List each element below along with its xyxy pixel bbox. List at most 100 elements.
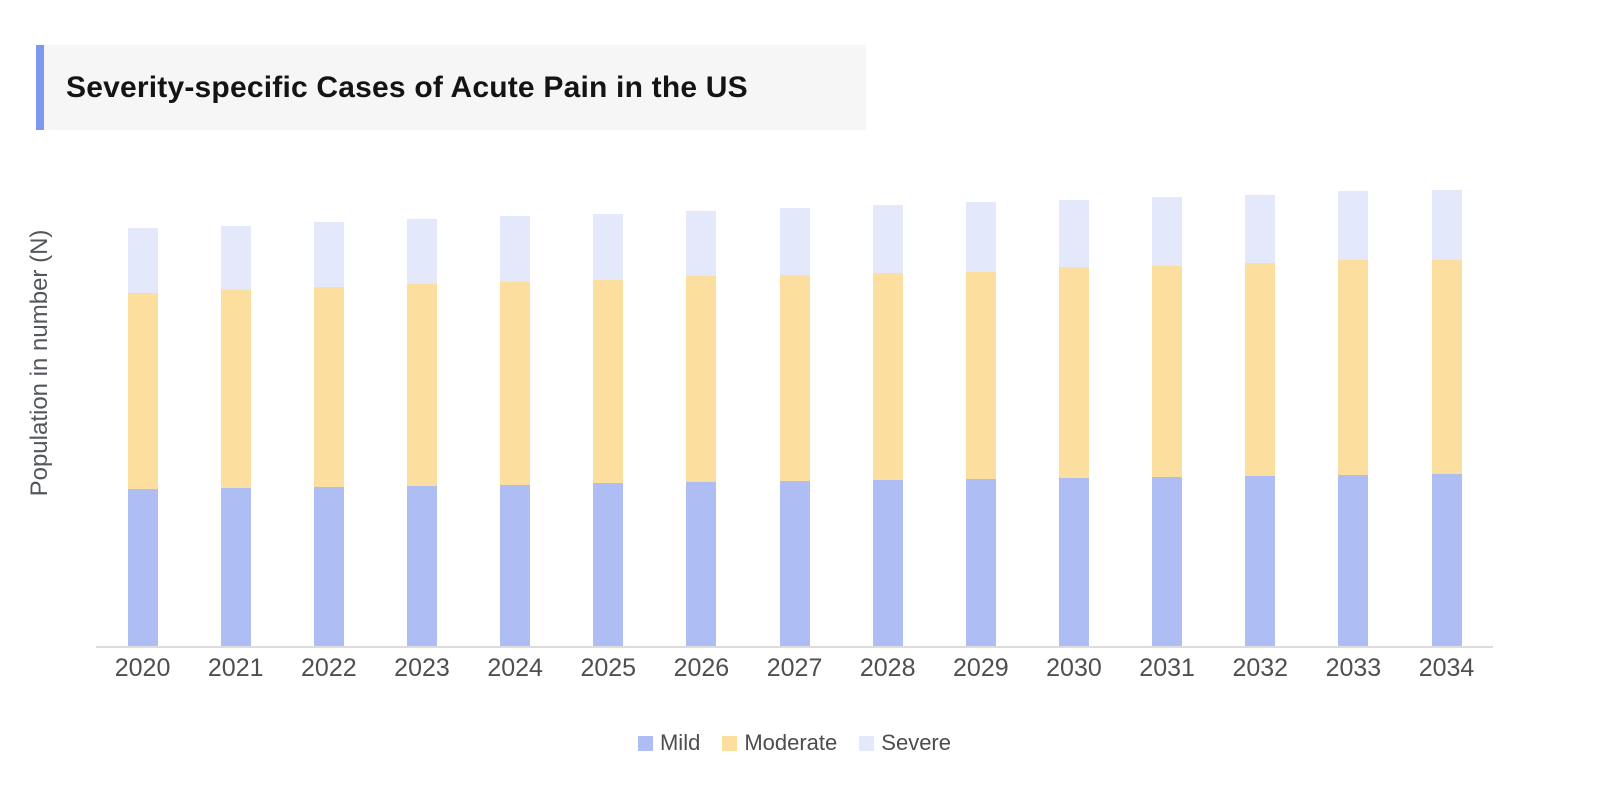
x-tick-2029: 2029 — [953, 654, 1009, 682]
stacked-bar-2022[interactable] — [313, 222, 344, 646]
stacked-bar-2034[interactable] — [1431, 190, 1462, 646]
segment-moderate-2023[interactable] — [406, 284, 437, 486]
legend-label-severe: Severe — [881, 730, 951, 755]
segment-mild-2024[interactable] — [500, 485, 531, 646]
y-axis-label: Population in number (N) — [26, 229, 53, 497]
x-tick-2020: 2020 — [114, 654, 171, 682]
segment-mild-2028[interactable] — [872, 480, 903, 646]
title-block: Severity-specific Cases of Acute Pain in… — [36, 45, 866, 130]
bar-column-2030 — [1027, 178, 1120, 646]
segment-moderate-2030[interactable] — [1058, 267, 1089, 478]
segment-moderate-2021[interactable] — [220, 290, 251, 488]
bar-column-2021 — [189, 178, 282, 646]
x-tick-2031: 2031 — [1139, 654, 1195, 682]
segment-moderate-2027[interactable] — [779, 275, 810, 481]
segment-moderate-2034[interactable] — [1431, 260, 1462, 474]
legend: Mild Moderate Severe — [96, 730, 1493, 756]
bar-column-2033 — [1307, 178, 1400, 646]
bar-column-2023 — [375, 178, 468, 646]
x-tick-2026: 2026 — [673, 654, 730, 682]
x-tick-2021: 2021 — [207, 654, 264, 682]
segment-severe-2032[interactable] — [1245, 195, 1276, 263]
x-tick-2022: 2022 — [301, 654, 357, 682]
title-accent-bar — [36, 45, 44, 130]
segment-mild-2031[interactable] — [1152, 477, 1183, 646]
segment-severe-2028[interactable] — [872, 205, 903, 273]
segment-severe-2021[interactable] — [220, 226, 251, 290]
segment-mild-2026[interactable] — [686, 482, 717, 646]
stacked-bar-2033[interactable] — [1338, 191, 1369, 646]
segment-moderate-2033[interactable] — [1338, 260, 1369, 475]
segment-severe-2020[interactable] — [127, 228, 158, 293]
segment-mild-2034[interactable] — [1431, 474, 1462, 646]
segment-mild-2025[interactable] — [593, 483, 624, 646]
stacked-bar-2027[interactable] — [779, 208, 810, 646]
segment-moderate-2026[interactable] — [686, 276, 717, 482]
segment-moderate-2024[interactable] — [500, 282, 531, 485]
segment-mild-2023[interactable] — [406, 486, 437, 646]
stacked-bar-2029[interactable] — [965, 202, 996, 646]
legend-item-severe[interactable]: Severe — [859, 730, 951, 756]
x-tick-2033: 2033 — [1325, 654, 1382, 682]
stacked-bar-2026[interactable] — [686, 211, 717, 646]
bar-column-2026 — [655, 178, 748, 646]
x-tick-2028: 2028 — [859, 654, 916, 682]
segment-mild-2021[interactable] — [220, 488, 251, 646]
segment-severe-2033[interactable] — [1338, 191, 1369, 260]
segment-severe-2030[interactable] — [1058, 200, 1089, 267]
bar-column-2029 — [934, 178, 1027, 646]
segment-moderate-2022[interactable] — [313, 287, 344, 487]
segment-mild-2029[interactable] — [965, 479, 996, 646]
segment-severe-2026[interactable] — [686, 211, 717, 276]
segment-moderate-2025[interactable] — [593, 280, 624, 483]
segment-moderate-2031[interactable] — [1152, 266, 1183, 477]
stacked-bar-2024[interactable] — [500, 216, 531, 646]
segment-mild-2020[interactable] — [127, 489, 158, 646]
segment-moderate-2028[interactable] — [872, 273, 903, 480]
segment-mild-2027[interactable] — [779, 481, 810, 646]
segment-severe-2022[interactable] — [313, 222, 344, 287]
stacked-bar-2020[interactable] — [127, 228, 158, 646]
bar-column-2020 — [96, 178, 189, 646]
segment-moderate-2032[interactable] — [1245, 263, 1276, 476]
chart-title: Severity-specific Cases of Acute Pain in… — [66, 71, 748, 104]
x-tick-2032: 2032 — [1232, 654, 1289, 682]
stacked-bar-2028[interactable] — [872, 205, 903, 646]
stacked-bar-2032[interactable] — [1245, 195, 1276, 646]
bar-column-2028 — [841, 178, 934, 646]
segment-severe-2031[interactable] — [1152, 197, 1183, 266]
segment-moderate-2020[interactable] — [127, 293, 158, 489]
legend-item-moderate[interactable]: Moderate — [722, 730, 837, 756]
segment-mild-2030[interactable] — [1058, 478, 1089, 646]
stacked-bar-2021[interactable] — [220, 226, 251, 646]
x-tick-2030: 2030 — [1046, 654, 1102, 682]
legend-swatch-mild-icon — [637, 735, 653, 751]
legend-label-moderate: Moderate — [744, 730, 838, 755]
bar-column-2027 — [748, 178, 841, 646]
stacked-bar-2031[interactable] — [1152, 197, 1183, 646]
segment-mild-2022[interactable] — [313, 487, 344, 646]
segment-severe-2027[interactable] — [779, 208, 810, 275]
segment-severe-2034[interactable] — [1431, 190, 1462, 260]
segment-severe-2029[interactable] — [965, 202, 996, 272]
bar-column-2024 — [469, 178, 562, 646]
legend-swatch-moderate-icon — [722, 735, 738, 751]
segment-mild-2032[interactable] — [1245, 476, 1276, 646]
segment-severe-2024[interactable] — [500, 216, 531, 282]
segment-moderate-2029[interactable] — [965, 272, 996, 479]
legend-item-mild[interactable]: Mild — [637, 730, 700, 756]
stacked-bar-2030[interactable] — [1058, 200, 1089, 646]
plot-area — [96, 178, 1493, 648]
stacked-bar-2025[interactable] — [593, 214, 624, 646]
x-axis-labels: 2020 2021 2022 2023 2024 2025 2026 2027 2028 2029… — [96, 654, 1493, 683]
x-tick-2023: 2023 — [394, 654, 450, 682]
bar-column-2034 — [1400, 178, 1493, 646]
legend-swatch-severe-icon — [859, 735, 875, 751]
segment-severe-2023[interactable] — [406, 219, 437, 284]
x-tick-2025: 2025 — [580, 654, 637, 682]
bar-column-2031 — [1121, 178, 1214, 646]
segment-severe-2025[interactable] — [593, 214, 624, 280]
segment-mild-2033[interactable] — [1338, 475, 1369, 646]
stacked-bar-2023[interactable] — [406, 219, 437, 646]
